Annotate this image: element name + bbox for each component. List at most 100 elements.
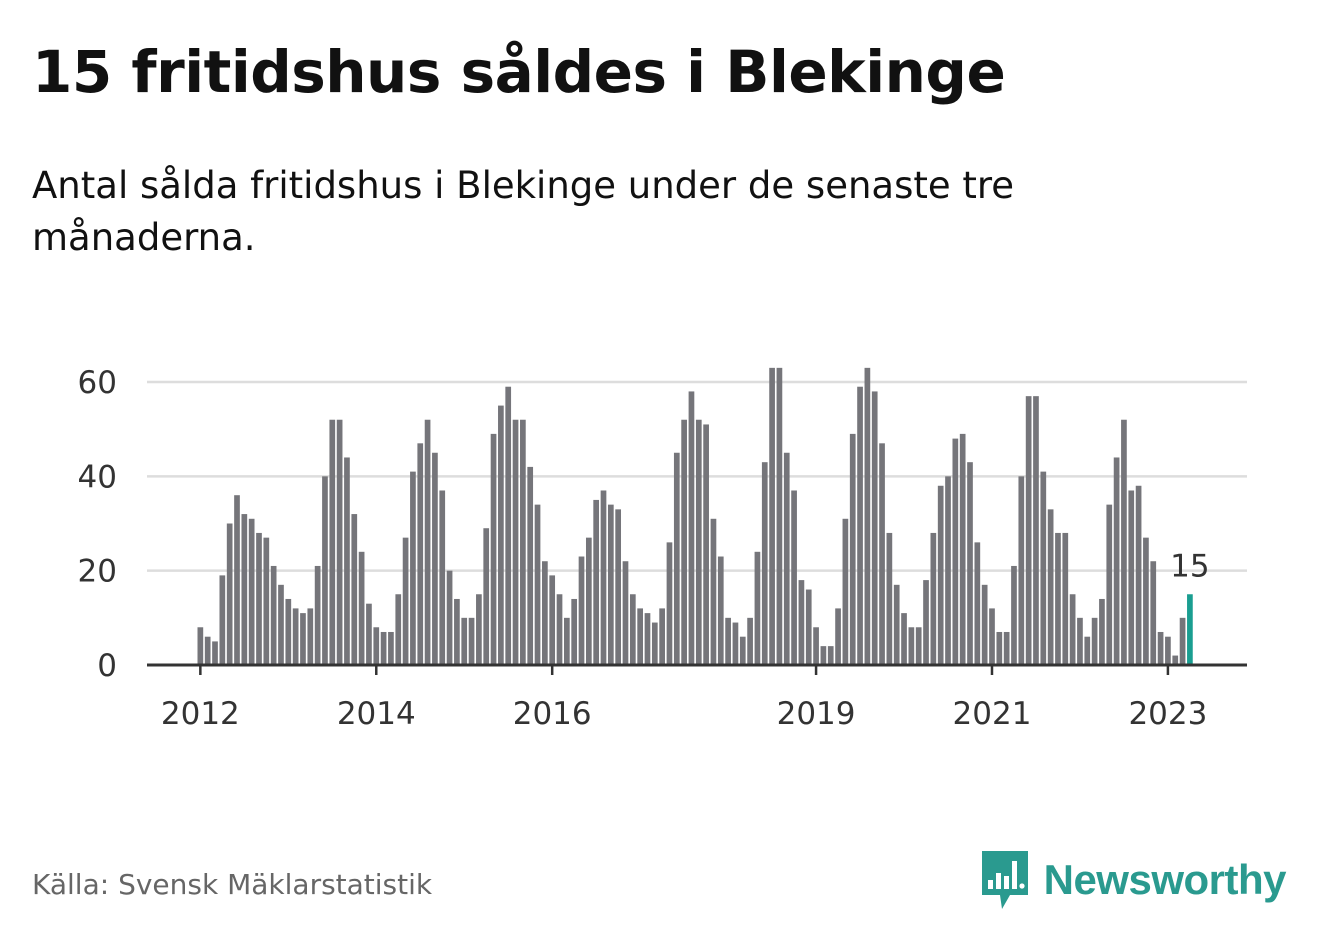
x-axis: 2012 2014 2016 2019 2021 2023	[161, 665, 1207, 732]
bar	[996, 631, 1003, 665]
bar	[351, 514, 358, 665]
bar	[1106, 504, 1113, 665]
bar	[1018, 476, 1025, 665]
bar	[1179, 617, 1186, 665]
bar	[666, 542, 673, 665]
bar	[1172, 655, 1179, 665]
bar	[468, 617, 475, 665]
bar	[967, 462, 973, 665]
bar-highlight	[1187, 594, 1193, 665]
bar	[285, 598, 292, 665]
bar	[695, 419, 702, 665]
bar	[989, 608, 995, 665]
brand-logo: Newsworthy	[980, 848, 1287, 912]
bar	[234, 495, 240, 665]
bar	[373, 627, 380, 665]
bar	[783, 452, 790, 665]
bar	[424, 419, 431, 665]
bar	[395, 594, 402, 665]
bar	[292, 608, 299, 665]
x-tick-label: 2012	[161, 696, 240, 732]
bar	[981, 584, 988, 665]
bar	[1077, 617, 1083, 665]
bar	[1047, 509, 1054, 665]
highlight-value-label: 15	[1170, 548, 1209, 584]
bar	[197, 627, 204, 665]
bar	[827, 646, 834, 665]
bar	[974, 542, 981, 665]
bar	[725, 617, 731, 665]
bar	[542, 561, 548, 665]
y-tick-label: 60	[78, 365, 117, 401]
y-tick-label: 0	[97, 648, 117, 684]
bar	[842, 518, 849, 665]
bar	[710, 518, 717, 665]
bar	[959, 433, 966, 665]
bar	[417, 443, 424, 665]
bar	[549, 575, 556, 665]
bar	[1069, 594, 1076, 665]
bar	[937, 485, 944, 665]
bar	[498, 405, 504, 665]
bar	[490, 433, 497, 665]
bar	[673, 452, 680, 665]
bar	[761, 462, 768, 665]
chart-title: 15 fritidshus såldes i Blekinge	[32, 38, 1006, 106]
bar	[945, 476, 951, 665]
bar	[857, 386, 863, 665]
bar	[1135, 485, 1142, 665]
bar	[366, 603, 372, 665]
bar	[739, 636, 746, 665]
x-tick-label: 2021	[953, 696, 1032, 732]
bar	[1011, 565, 1017, 665]
bar	[212, 641, 218, 665]
bar	[930, 532, 937, 665]
bar	[461, 617, 468, 665]
bar	[446, 570, 453, 665]
bar	[1025, 396, 1032, 665]
bar-chart-speech-bubble-icon	[981, 851, 1028, 909]
bar	[908, 627, 915, 665]
bar	[410, 471, 416, 665]
bar	[659, 608, 665, 665]
bar	[1062, 532, 1069, 665]
bar	[1150, 561, 1157, 665]
bar	[901, 613, 907, 665]
bar	[644, 613, 651, 665]
bar	[226, 523, 233, 665]
bar-chart: 2012 2014 2016 2019 2021 2023 0 20 40 60 15	[78, 365, 1247, 732]
bar	[600, 490, 607, 665]
bar	[915, 627, 922, 665]
bar	[952, 438, 959, 665]
bar	[336, 419, 343, 665]
bar	[651, 622, 658, 665]
bar	[585, 537, 592, 665]
bar	[754, 551, 761, 665]
bar	[805, 589, 812, 665]
bar	[871, 391, 878, 665]
bar	[578, 556, 585, 665]
bar	[923, 580, 929, 665]
bar	[1084, 636, 1091, 665]
bar	[380, 631, 387, 665]
bar	[703, 424, 709, 665]
bar	[219, 575, 226, 665]
bar	[402, 537, 409, 665]
bar	[864, 367, 871, 665]
source-note: Källa: Svensk Mäklarstatistik	[32, 868, 433, 901]
bar	[432, 452, 438, 665]
brand-name: Newsworthy	[1043, 856, 1287, 903]
bar	[1091, 617, 1098, 665]
bar	[307, 608, 314, 665]
bar	[388, 631, 394, 665]
bar	[835, 608, 841, 665]
bar	[791, 490, 797, 665]
bar	[454, 598, 460, 665]
bar	[476, 594, 482, 665]
bar	[270, 565, 277, 665]
bar	[886, 532, 893, 665]
bar	[1055, 532, 1061, 665]
bar	[300, 613, 306, 665]
bar	[593, 499, 600, 665]
bar	[717, 556, 724, 665]
